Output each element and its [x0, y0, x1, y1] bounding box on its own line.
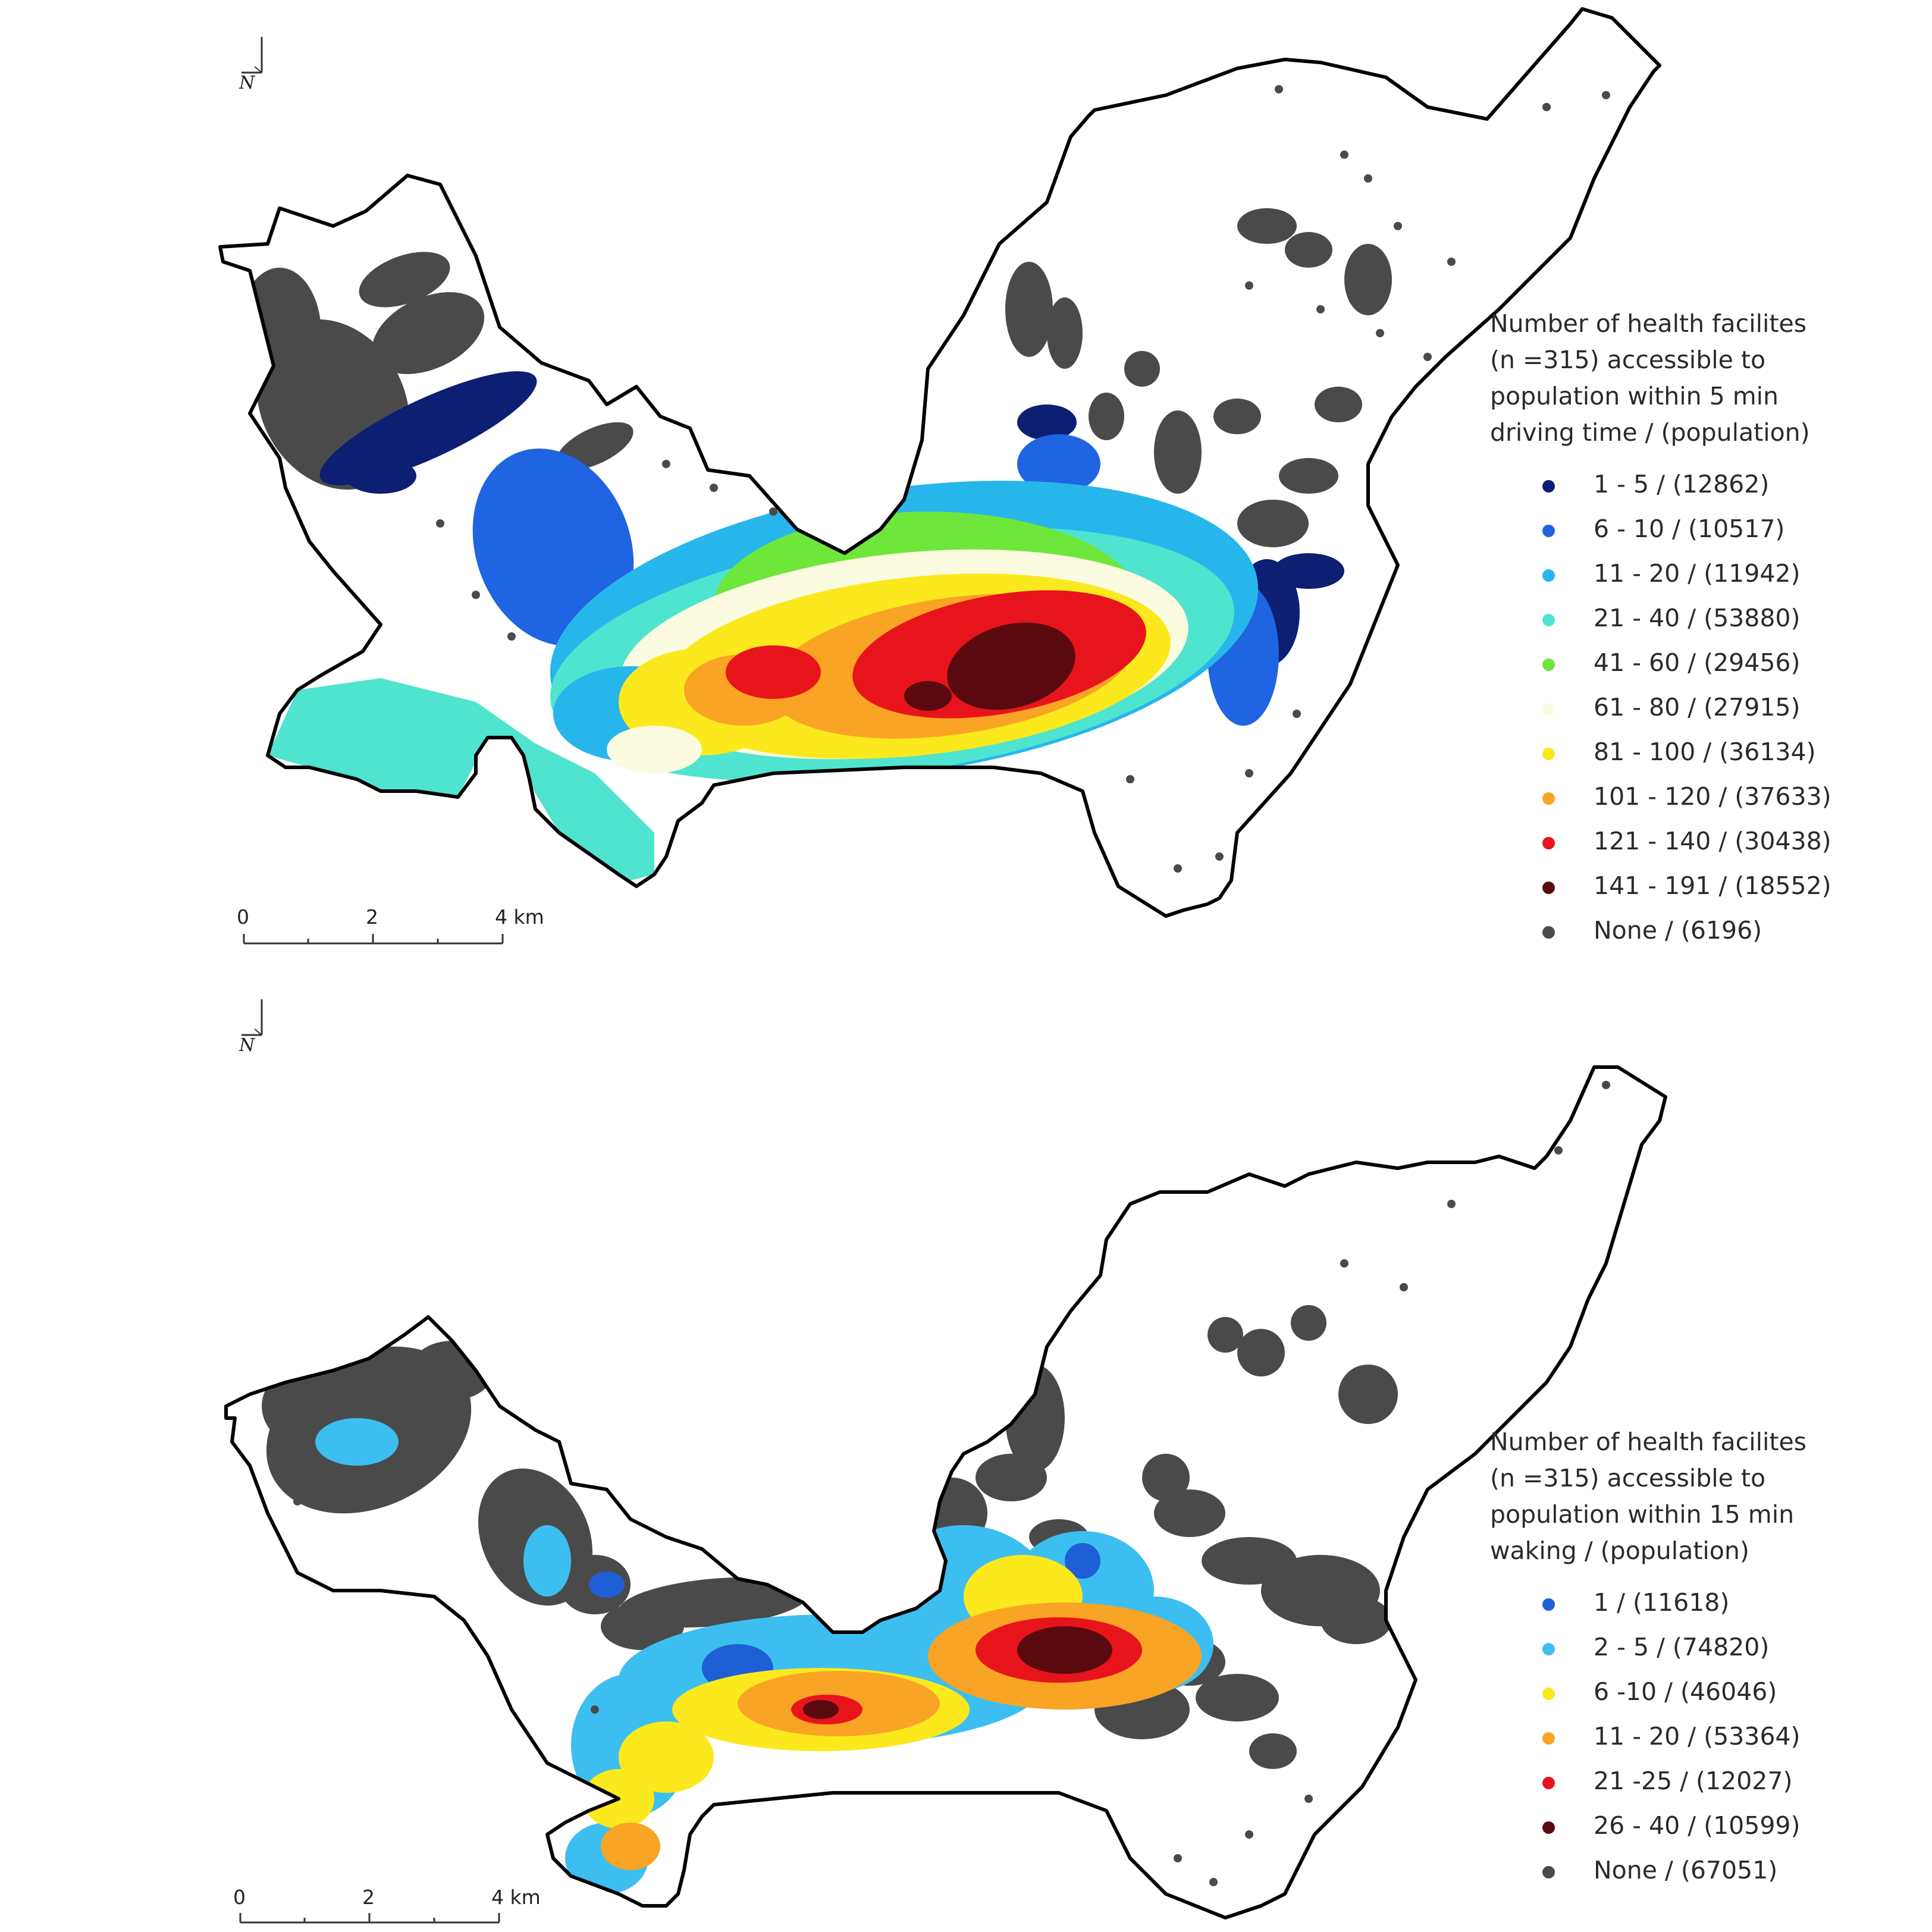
legend-swatch-dot: [1542, 1821, 1555, 1834]
north-arrow-icon: [242, 999, 263, 1036]
legend-swatch-dot: [1542, 1777, 1555, 1789]
legend-title: Number of health facilites (n =315) acce…: [1490, 1424, 1918, 1569]
legend-item-label: 41 - 60 / (29456): [1594, 648, 1801, 677]
scale-tick-2: 2: [362, 1886, 375, 1909]
legend-item: None / (67051): [1490, 1850, 1918, 1895]
legend-item: None / (6196): [1490, 910, 1918, 955]
legend-swatch-dot: [1542, 926, 1555, 939]
legend-item-label: 61 - 80 / (27915): [1594, 693, 1801, 722]
legend-title-line: driving time / (population): [1490, 418, 1810, 447]
legend-swatch-dot: [1542, 792, 1555, 805]
legend-swatch-dot: [1542, 837, 1555, 849]
legend-title: Number of health facilites (n =315) acce…: [1490, 306, 1918, 451]
legend-swatch-dot: [1542, 1688, 1555, 1700]
legend-item-label: 121 - 140 / (30438): [1594, 827, 1831, 855]
legend-item: 11 - 20 / (11942): [1490, 553, 1918, 598]
scale-tick-0: 0: [233, 1886, 246, 1909]
legend-item-label: 2 - 5 / (74820): [1594, 1633, 1770, 1661]
scale-bar: [239, 1913, 500, 1924]
legend-item-label: 1 - 5 / (12862): [1594, 470, 1770, 498]
north-arrow-icon: [242, 37, 263, 74]
accessibility-surface: [262, 1067, 1610, 1894]
legend-swatch-dot: [1542, 525, 1555, 537]
legend-title-line: waking / (population): [1490, 1536, 1749, 1565]
map-driving: [218, 7, 1661, 945]
legend-item: 6 - 10 / (10517): [1490, 509, 1918, 553]
legend-item: 21 - 40 / (53880): [1490, 598, 1918, 642]
legend-swatch-dot: [1542, 658, 1555, 671]
legend-title-line: Number of health facilites: [1490, 1428, 1807, 1456]
scale-tick-0: 0: [237, 905, 249, 929]
legend-swatch-dot: [1542, 1732, 1555, 1745]
legend-item-label: 101 - 120 / (37633): [1594, 782, 1831, 811]
legend-item: 11 - 20 / (53364): [1490, 1716, 1918, 1761]
map-panel-walking: N 0 2 4 km Number of health facilites (n…: [0, 966, 1932, 1932]
legend-walking: Number of health facilites (n =315) acce…: [1490, 1424, 1918, 1895]
legend-items: 1 / (11618) 2 - 5 / (74820) 6 -10 / (46046…: [1490, 1582, 1918, 1895]
legend-item-label: None / (67051): [1594, 1856, 1778, 1884]
legend-swatch-dot: [1542, 1643, 1555, 1655]
legend-item-label: 11 - 20 / (11942): [1594, 559, 1801, 588]
legend-item: 2 - 5 / (74820): [1490, 1627, 1918, 1671]
legend-title-line: (n =315) accessible to: [1490, 1464, 1766, 1492]
legend-item: 21 -25 / (12027): [1490, 1761, 1918, 1805]
legend-item-label: 21 -25 / (12027): [1594, 1767, 1793, 1795]
legend-item-label: 81 - 100 / (36134): [1594, 738, 1816, 766]
legend-swatch-dot: [1542, 1866, 1555, 1878]
legend-swatch-dot: [1542, 882, 1555, 894]
map-panel-driving: N 0 2 4 km Number of health facilites (n…: [218, 7, 1918, 955]
legend-item: 121 - 140 / (30438): [1490, 821, 1918, 865]
scale-tick-4km: 4 km: [491, 1886, 541, 1909]
legend-title-line: (n =315) accessible to: [1490, 346, 1766, 374]
legend-item-label: 141 - 191 / (18552): [1594, 871, 1831, 900]
legend-item-label: 6 - 10 / (10517): [1594, 515, 1785, 543]
legend-item-label: 21 - 40 / (53880): [1594, 604, 1801, 632]
legend-item-label: 6 -10 / (46046): [1594, 1677, 1777, 1706]
map-walking: [224, 999, 1667, 1924]
legend-item-label: 1 / (11618): [1594, 1588, 1730, 1617]
district-boundary: [224, 1065, 1667, 1920]
scale-tick-2: 2: [366, 905, 378, 929]
legend-item-label: 11 - 20 / (53364): [1594, 1722, 1801, 1751]
legend-driving: Number of health facilites (n =315) acce…: [1490, 306, 1918, 955]
legend-title-line: population within 5 min: [1490, 382, 1779, 410]
north-label: N: [239, 73, 255, 93]
legend-item: 81 - 100 / (36134): [1490, 732, 1918, 776]
legend-title-line: Number of health facilites: [1490, 309, 1807, 338]
legend-swatch-dot: [1542, 614, 1555, 626]
legend-swatch-dot: [1542, 748, 1555, 760]
legend-item: 41 - 60 / (29456): [1490, 642, 1918, 687]
legend-item: 26 - 40 / (10599): [1490, 1805, 1918, 1850]
legend-item: 1 - 5 / (12862): [1490, 464, 1918, 509]
legend-item: 61 - 80 / (27915): [1490, 687, 1918, 732]
district-boundary: [218, 7, 1661, 918]
legend-swatch-dot: [1542, 569, 1555, 582]
legend-items: 1 - 5 / (12862) 6 - 10 / (10517) 11 - 20 /…: [1490, 464, 1918, 955]
legend-item-label: 26 - 40 / (10599): [1594, 1811, 1801, 1840]
scale-bar: [243, 934, 504, 945]
legend-item: 141 - 191 / (18552): [1490, 865, 1918, 910]
legend-swatch-dot: [1542, 703, 1555, 716]
legend-item: 101 - 120 / (37633): [1490, 776, 1918, 821]
legend-swatch-dot: [1542, 1598, 1555, 1611]
accessibility-surface: [238, 85, 1610, 880]
north-label: N: [239, 1035, 255, 1056]
legend-item: 6 -10 / (46046): [1490, 1671, 1918, 1716]
legend-item-label: None / (6196): [1594, 916, 1762, 945]
scale-tick-4km: 4 km: [495, 905, 544, 929]
legend-title-line: population within 15 min: [1490, 1500, 1795, 1529]
legend-swatch-dot: [1542, 480, 1555, 493]
legend-item: 1 / (11618): [1490, 1582, 1918, 1627]
